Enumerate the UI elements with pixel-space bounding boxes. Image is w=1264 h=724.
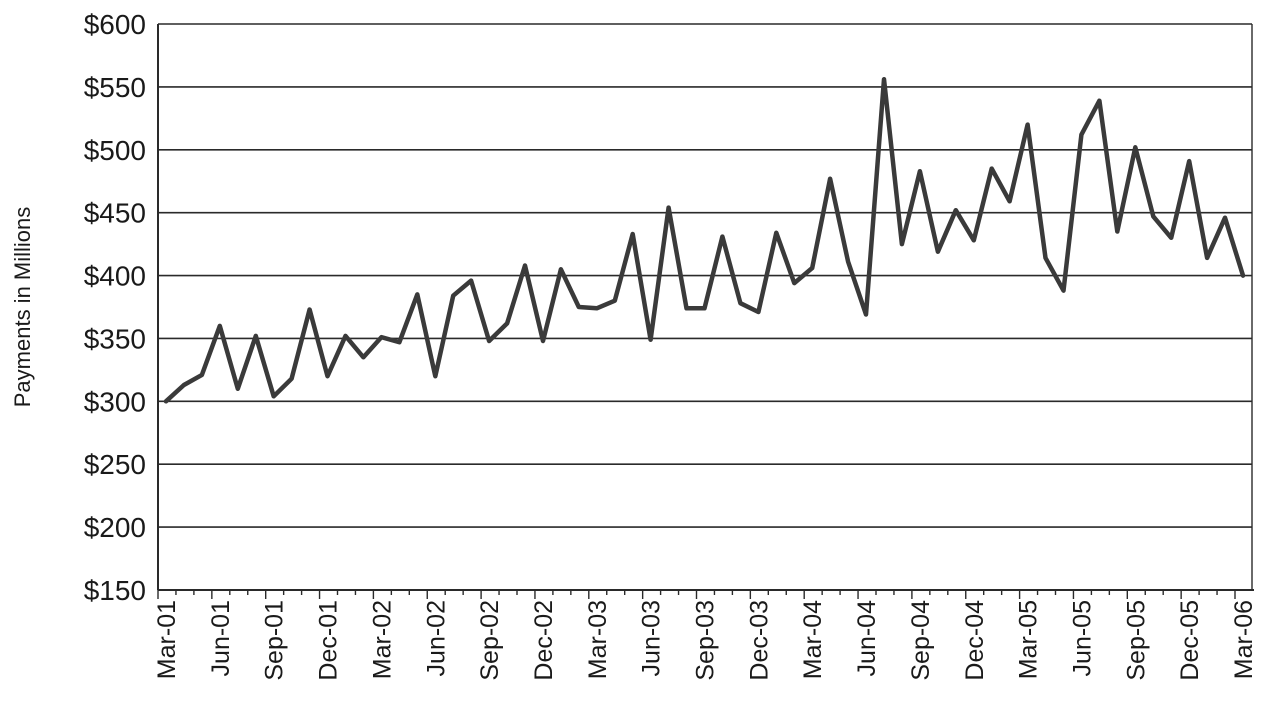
x-tick-label: Dec-02	[530, 600, 558, 681]
y-tick-label: $600	[84, 9, 146, 40]
x-tick-labels: Mar-01 Jun-01 Sep-01 Dec-01 Mar-02 Jun-02 Sep-…	[153, 600, 1258, 681]
series-line	[163, 77, 1246, 404]
y-axis-label: Payments in Millions	[10, 207, 35, 408]
x-tick-label: Mar-06	[1230, 600, 1258, 679]
y-tick-label: $150	[84, 575, 146, 606]
y-tick-labels: $150 $200 $250 $300 $350 $400 $450 $500 $550 $600	[84, 9, 146, 606]
y-tick-label: $300	[84, 386, 146, 417]
y-tick-label: $400	[84, 261, 146, 292]
x-tick-label: Mar-01	[153, 600, 181, 679]
x-tick-label: Dec-04	[961, 600, 989, 681]
series-layer	[163, 77, 1246, 404]
y-tick-label: $250	[84, 449, 146, 480]
x-tick-label: Sep-03	[692, 600, 720, 681]
x-tick-label: Dec-01	[315, 600, 343, 681]
x-tick-label: Jun-01	[207, 600, 235, 676]
x-tick-label: Mar-02	[368, 600, 396, 679]
x-tick-label: Mar-03	[584, 600, 612, 679]
x-tick-label: Dec-05	[1176, 600, 1204, 681]
axes	[157, 24, 1254, 599]
x-tick-label: Jun-04	[853, 600, 881, 677]
y-tick-label: $450	[84, 198, 146, 229]
x-tick-label: Sep-04	[907, 600, 935, 681]
x-tick-label: Jun-05	[1068, 600, 1096, 676]
x-tick-label: Mar-05	[1015, 600, 1043, 679]
x-tick-label: Sep-02	[476, 600, 504, 681]
x-tick-label: Dec-03	[745, 600, 773, 681]
x-tick-label: Jun-02	[422, 600, 450, 676]
x-tick-label: Sep-05	[1122, 600, 1150, 681]
gridlines	[158, 23, 1252, 528]
y-tick-label: $500	[84, 135, 146, 166]
y-tick-label: $550	[84, 72, 146, 103]
x-tick-label: Mar-04	[799, 600, 827, 679]
y-tick-label: $200	[84, 512, 146, 543]
x-tick-label: Jun-03	[638, 600, 666, 676]
y-tick-label: $350	[84, 323, 146, 354]
x-tick-label: Sep-01	[261, 600, 289, 681]
